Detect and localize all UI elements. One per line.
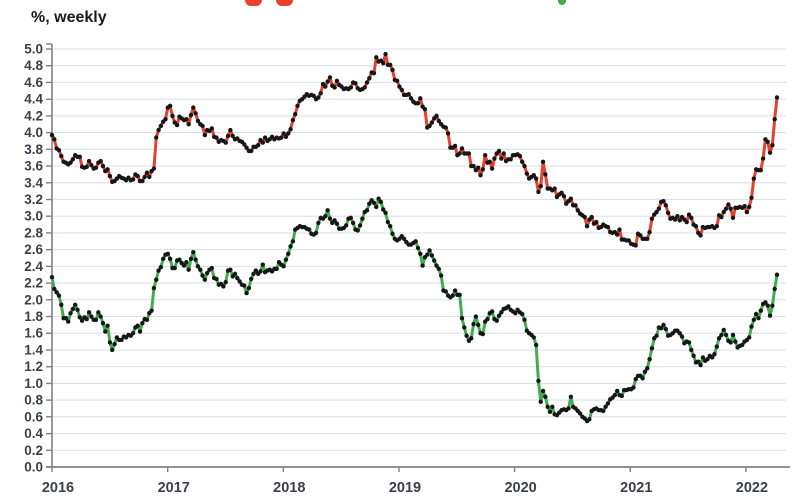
svg-text:3.8: 3.8	[24, 142, 43, 157]
series-green-line	[49, 196, 780, 424]
svg-text:2021: 2021	[620, 480, 652, 496]
svg-text:0.4: 0.4	[24, 426, 43, 441]
x-axis	[46, 466, 790, 472]
svg-text:2018: 2018	[273, 480, 305, 496]
svg-text:2.2: 2.2	[24, 276, 43, 291]
svg-text:4.4: 4.4	[24, 92, 43, 107]
svg-text:3.6: 3.6	[24, 159, 43, 174]
svg-text:0.0: 0.0	[24, 460, 43, 475]
svg-text:2.6: 2.6	[24, 242, 43, 257]
clipped-red-letter-fragment-2	[276, 0, 293, 6]
svg-text:2.8: 2.8	[24, 225, 43, 240]
svg-text:3.4: 3.4	[24, 175, 43, 190]
svg-text:2017: 2017	[158, 480, 190, 496]
svg-text:5.0: 5.0	[24, 42, 43, 57]
svg-text:1.6: 1.6	[24, 326, 43, 341]
svg-text:0.2: 0.2	[24, 443, 43, 458]
svg-text:3.0: 3.0	[24, 209, 43, 224]
svg-text:2022: 2022	[736, 480, 768, 496]
svg-text:0.8: 0.8	[24, 393, 43, 408]
svg-text:1.4: 1.4	[24, 343, 43, 358]
y-axis	[46, 43, 53, 468]
svg-text:1.2: 1.2	[24, 359, 43, 374]
svg-text:2019: 2019	[389, 480, 421, 496]
svg-text:4.6: 4.6	[24, 75, 43, 90]
svg-text:0.6: 0.6	[24, 409, 43, 424]
svg-text:4.2: 4.2	[24, 108, 43, 123]
svg-text:2016: 2016	[42, 480, 74, 496]
x-axis-labels: 2016 2017 2018 2019 2020 2021 2022	[42, 480, 768, 496]
svg-text:4.0: 4.0	[24, 125, 43, 140]
clipped-green-letter-fragment	[558, 0, 566, 5]
svg-text:1.8: 1.8	[24, 309, 43, 324]
series-red-line	[49, 51, 780, 248]
svg-text:2.0: 2.0	[24, 292, 43, 307]
clipped-red-letter-fragment-1	[245, 0, 262, 6]
chart-subtitle: %, weekly	[31, 9, 107, 26]
svg-text:4.8: 4.8	[24, 58, 43, 73]
svg-text:1.0: 1.0	[24, 376, 43, 391]
svg-text:2020: 2020	[504, 480, 536, 496]
y-axis-labels: 0.0 0.2 0.4 0.60.8 1.0 1.21.4 1.6 1.8 2.02.2 2.4 2…	[24, 42, 43, 475]
svg-text:2.4: 2.4	[24, 259, 43, 274]
svg-text:3.2: 3.2	[24, 192, 43, 207]
